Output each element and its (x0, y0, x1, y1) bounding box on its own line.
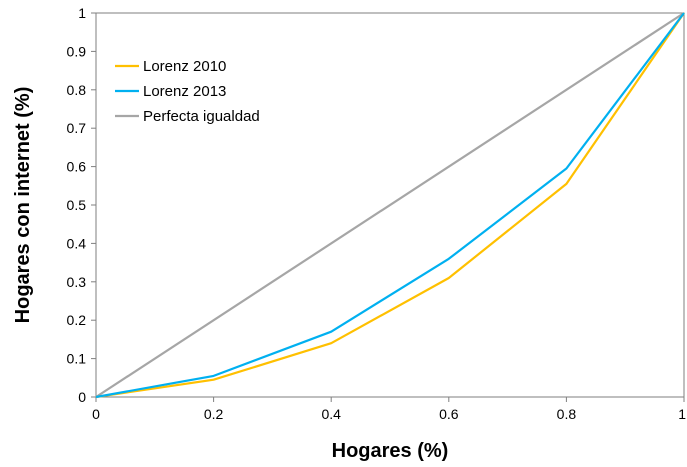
legend-label-lorenz-2013: Lorenz 2013 (143, 83, 226, 100)
series-line-lorenz-2013 (95, 12, 685, 399)
x-tick-label: 0 (92, 406, 100, 422)
y-tick-label: 0.7 (67, 120, 87, 136)
x-tick-label: 0.8 (557, 406, 577, 422)
y-tick-label: 1 (78, 5, 86, 21)
series-line-lorenz-2010 (95, 12, 685, 399)
y-tick-label: 0.2 (67, 312, 87, 328)
legend-label-lorenz-2010: Lorenz 2010 (143, 58, 226, 75)
x-tick-label: 0.4 (321, 406, 341, 422)
x-tick-label: 0.2 (204, 406, 224, 422)
y-tick-label: 0.9 (67, 43, 87, 59)
y-tick-label: 0.5 (67, 197, 87, 213)
series-line-perfecta-igualdad (95, 12, 685, 398)
y-tick-label: 0 (78, 389, 86, 405)
x-axis-title: Hogares (%) (332, 440, 449, 462)
y-tick-label: 0.6 (67, 159, 87, 175)
x-tick-label: 1 (678, 406, 686, 422)
y-tick-label: 0.1 (67, 351, 87, 367)
legend-label-perfecta-igualdad: Perfecta igualdad (143, 108, 260, 125)
y-tick-label: 0.8 (67, 82, 87, 98)
y-axis-title: Hogares con internet (%) (12, 87, 34, 324)
y-tick-label: 0.4 (67, 235, 87, 251)
x-tick-label: 0.6 (439, 406, 459, 422)
y-tick-label: 0.3 (67, 274, 87, 290)
